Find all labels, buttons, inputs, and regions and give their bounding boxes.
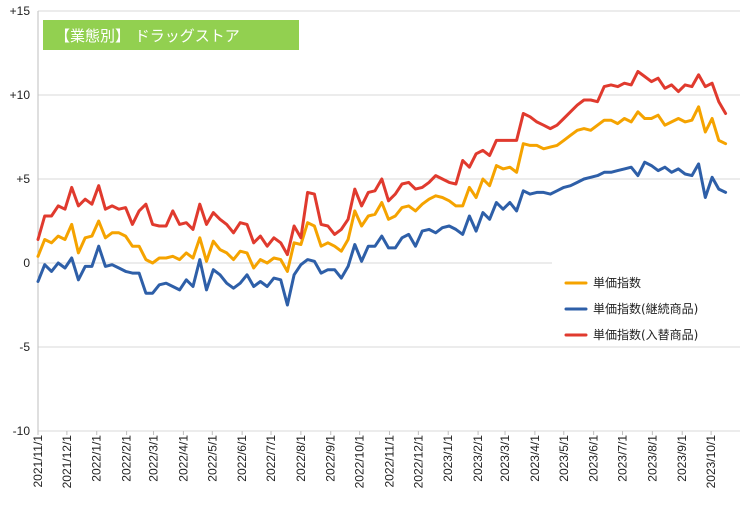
x-tick-label: 2022/1/1 — [90, 435, 104, 482]
title-badge-background — [43, 20, 299, 50]
x-tick-label: 2023/10/1 — [704, 435, 718, 489]
series-lines — [36, 70, 728, 307]
y-tick-label: +10 — [10, 88, 31, 102]
x-tick-label: 2022/2/1 — [120, 435, 134, 482]
x-tick-label: 2022/9/1 — [324, 435, 338, 482]
x-tick-label: 2023/5/1 — [557, 435, 571, 482]
series-line-3 — [36, 70, 728, 257]
x-tick-label: 2022/4/1 — [176, 435, 190, 482]
x-tick-label: 2023/7/1 — [616, 435, 630, 482]
legend-label: 単価指数 — [593, 275, 641, 290]
gridlines — [37, 10, 740, 432]
x-tick-label: 2023/2/1 — [471, 435, 485, 482]
x-tick-label: 2022/10/1 — [353, 435, 367, 489]
chart-title-badge: 【業態別】 ドラッグストア — [43, 20, 299, 50]
series-line-2 — [36, 160, 728, 307]
chart-title: 【業態別】 ドラッグストア — [55, 27, 240, 45]
x-tick-label: 2023/8/1 — [645, 435, 659, 482]
y-axis-tick-labels: +15 +10 +5 0 -5 -10 — [10, 4, 31, 438]
x-tick-label: 2022/8/1 — [294, 435, 308, 482]
x-tick-label: 2023/1/1 — [441, 435, 455, 482]
x-tick-label: 2022/11/1 — [382, 435, 396, 488]
x-tick-label: 2022/7/1 — [264, 435, 278, 482]
x-tick-label: 2023/4/1 — [528, 435, 542, 482]
x-tick-label: 2022/6/1 — [235, 435, 249, 482]
legend-background — [552, 262, 742, 346]
legend-label: 単価指数(継続商品) — [593, 301, 698, 316]
y-tick-label: -10 — [13, 424, 31, 438]
y-tick-label: +15 — [10, 4, 31, 18]
x-tick-label: 2021/12/1 — [60, 435, 74, 489]
x-tick-label: 2023/3/1 — [498, 435, 512, 482]
x-tick-label: 2023/9/1 — [675, 435, 689, 482]
x-tick-label: 2022/3/1 — [147, 435, 161, 482]
x-tick-label: 2021/11/1 — [31, 435, 45, 488]
y-tick-label: 0 — [23, 256, 30, 270]
y-tick-label: -5 — [19, 340, 30, 354]
series-line-1 — [36, 105, 728, 273]
x-tick-label: 2022/5/1 — [205, 435, 219, 482]
x-tick-label: 2023/6/1 — [587, 435, 601, 482]
x-tick-label: 2022/12/1 — [411, 435, 425, 489]
legend-label: 単価指数(入替商品) — [593, 327, 698, 342]
x-axis-tick-labels: 2021/11/1 2021/12/1 2022/1/1 2022/2/1 2022/3… — [31, 431, 718, 488]
y-tick-label: +5 — [16, 172, 30, 186]
